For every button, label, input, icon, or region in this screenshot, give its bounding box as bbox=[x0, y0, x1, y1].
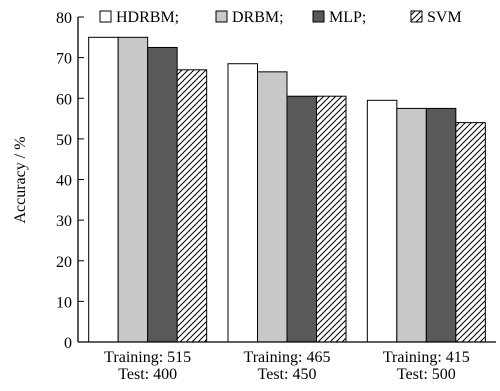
bar-drbm-1 bbox=[117, 36, 149, 343]
bar-mlp-3 bbox=[425, 107, 457, 343]
y-tick-label: 70 bbox=[56, 51, 72, 68]
bar-svm-2 bbox=[316, 95, 347, 343]
legend-label: MLP; bbox=[329, 9, 366, 26]
bar-drbm-2 bbox=[257, 71, 288, 343]
bar-drbm-3 bbox=[396, 107, 427, 343]
legend-label: SVM bbox=[427, 9, 462, 26]
legend-swatch bbox=[410, 10, 423, 23]
y-tick-label: 10 bbox=[56, 294, 72, 311]
bar-hdrbm-3 bbox=[366, 99, 398, 343]
x-category-label: Training: 415 bbox=[383, 349, 470, 366]
y-tick-label: 60 bbox=[56, 91, 72, 108]
y-tick-label: 80 bbox=[56, 10, 72, 27]
y-tick-label: 50 bbox=[56, 132, 72, 149]
bar-groups bbox=[88, 36, 486, 343]
bar-hdrbm-2 bbox=[227, 63, 258, 343]
bar-svm-1 bbox=[176, 69, 208, 343]
x-category-label: Training: 515 bbox=[104, 349, 191, 366]
bar-mlp-2 bbox=[286, 95, 317, 343]
y-axis-label: Accuracy / % bbox=[12, 136, 29, 223]
bar-svm-3 bbox=[455, 122, 486, 343]
bar-hdrbm-1 bbox=[88, 36, 119, 343]
y-tick-label: 30 bbox=[56, 213, 72, 230]
legend-label: DRBM; bbox=[232, 9, 284, 26]
x-category-label: Test: 400 bbox=[118, 366, 177, 383]
legend: HDRBM; DRBM; MLP; SVM bbox=[99, 9, 462, 26]
x-category-label: Test: 450 bbox=[258, 366, 317, 383]
y-tick-label: 0 bbox=[64, 335, 72, 352]
x-category-label: Training: 465 bbox=[244, 349, 331, 366]
legend-label: HDRBM; bbox=[116, 9, 179, 26]
x-category-label: Test: 500 bbox=[397, 366, 456, 383]
legend-swatch bbox=[312, 10, 325, 23]
legend-swatch bbox=[215, 10, 228, 23]
y-axis-ticks: 0 10 20 30 40 50 60 70 80 bbox=[56, 10, 84, 352]
y-tick-label: 20 bbox=[56, 254, 72, 271]
legend-swatch bbox=[99, 10, 112, 23]
y-tick-label: 40 bbox=[56, 173, 72, 190]
bar-mlp-1 bbox=[147, 46, 178, 343]
